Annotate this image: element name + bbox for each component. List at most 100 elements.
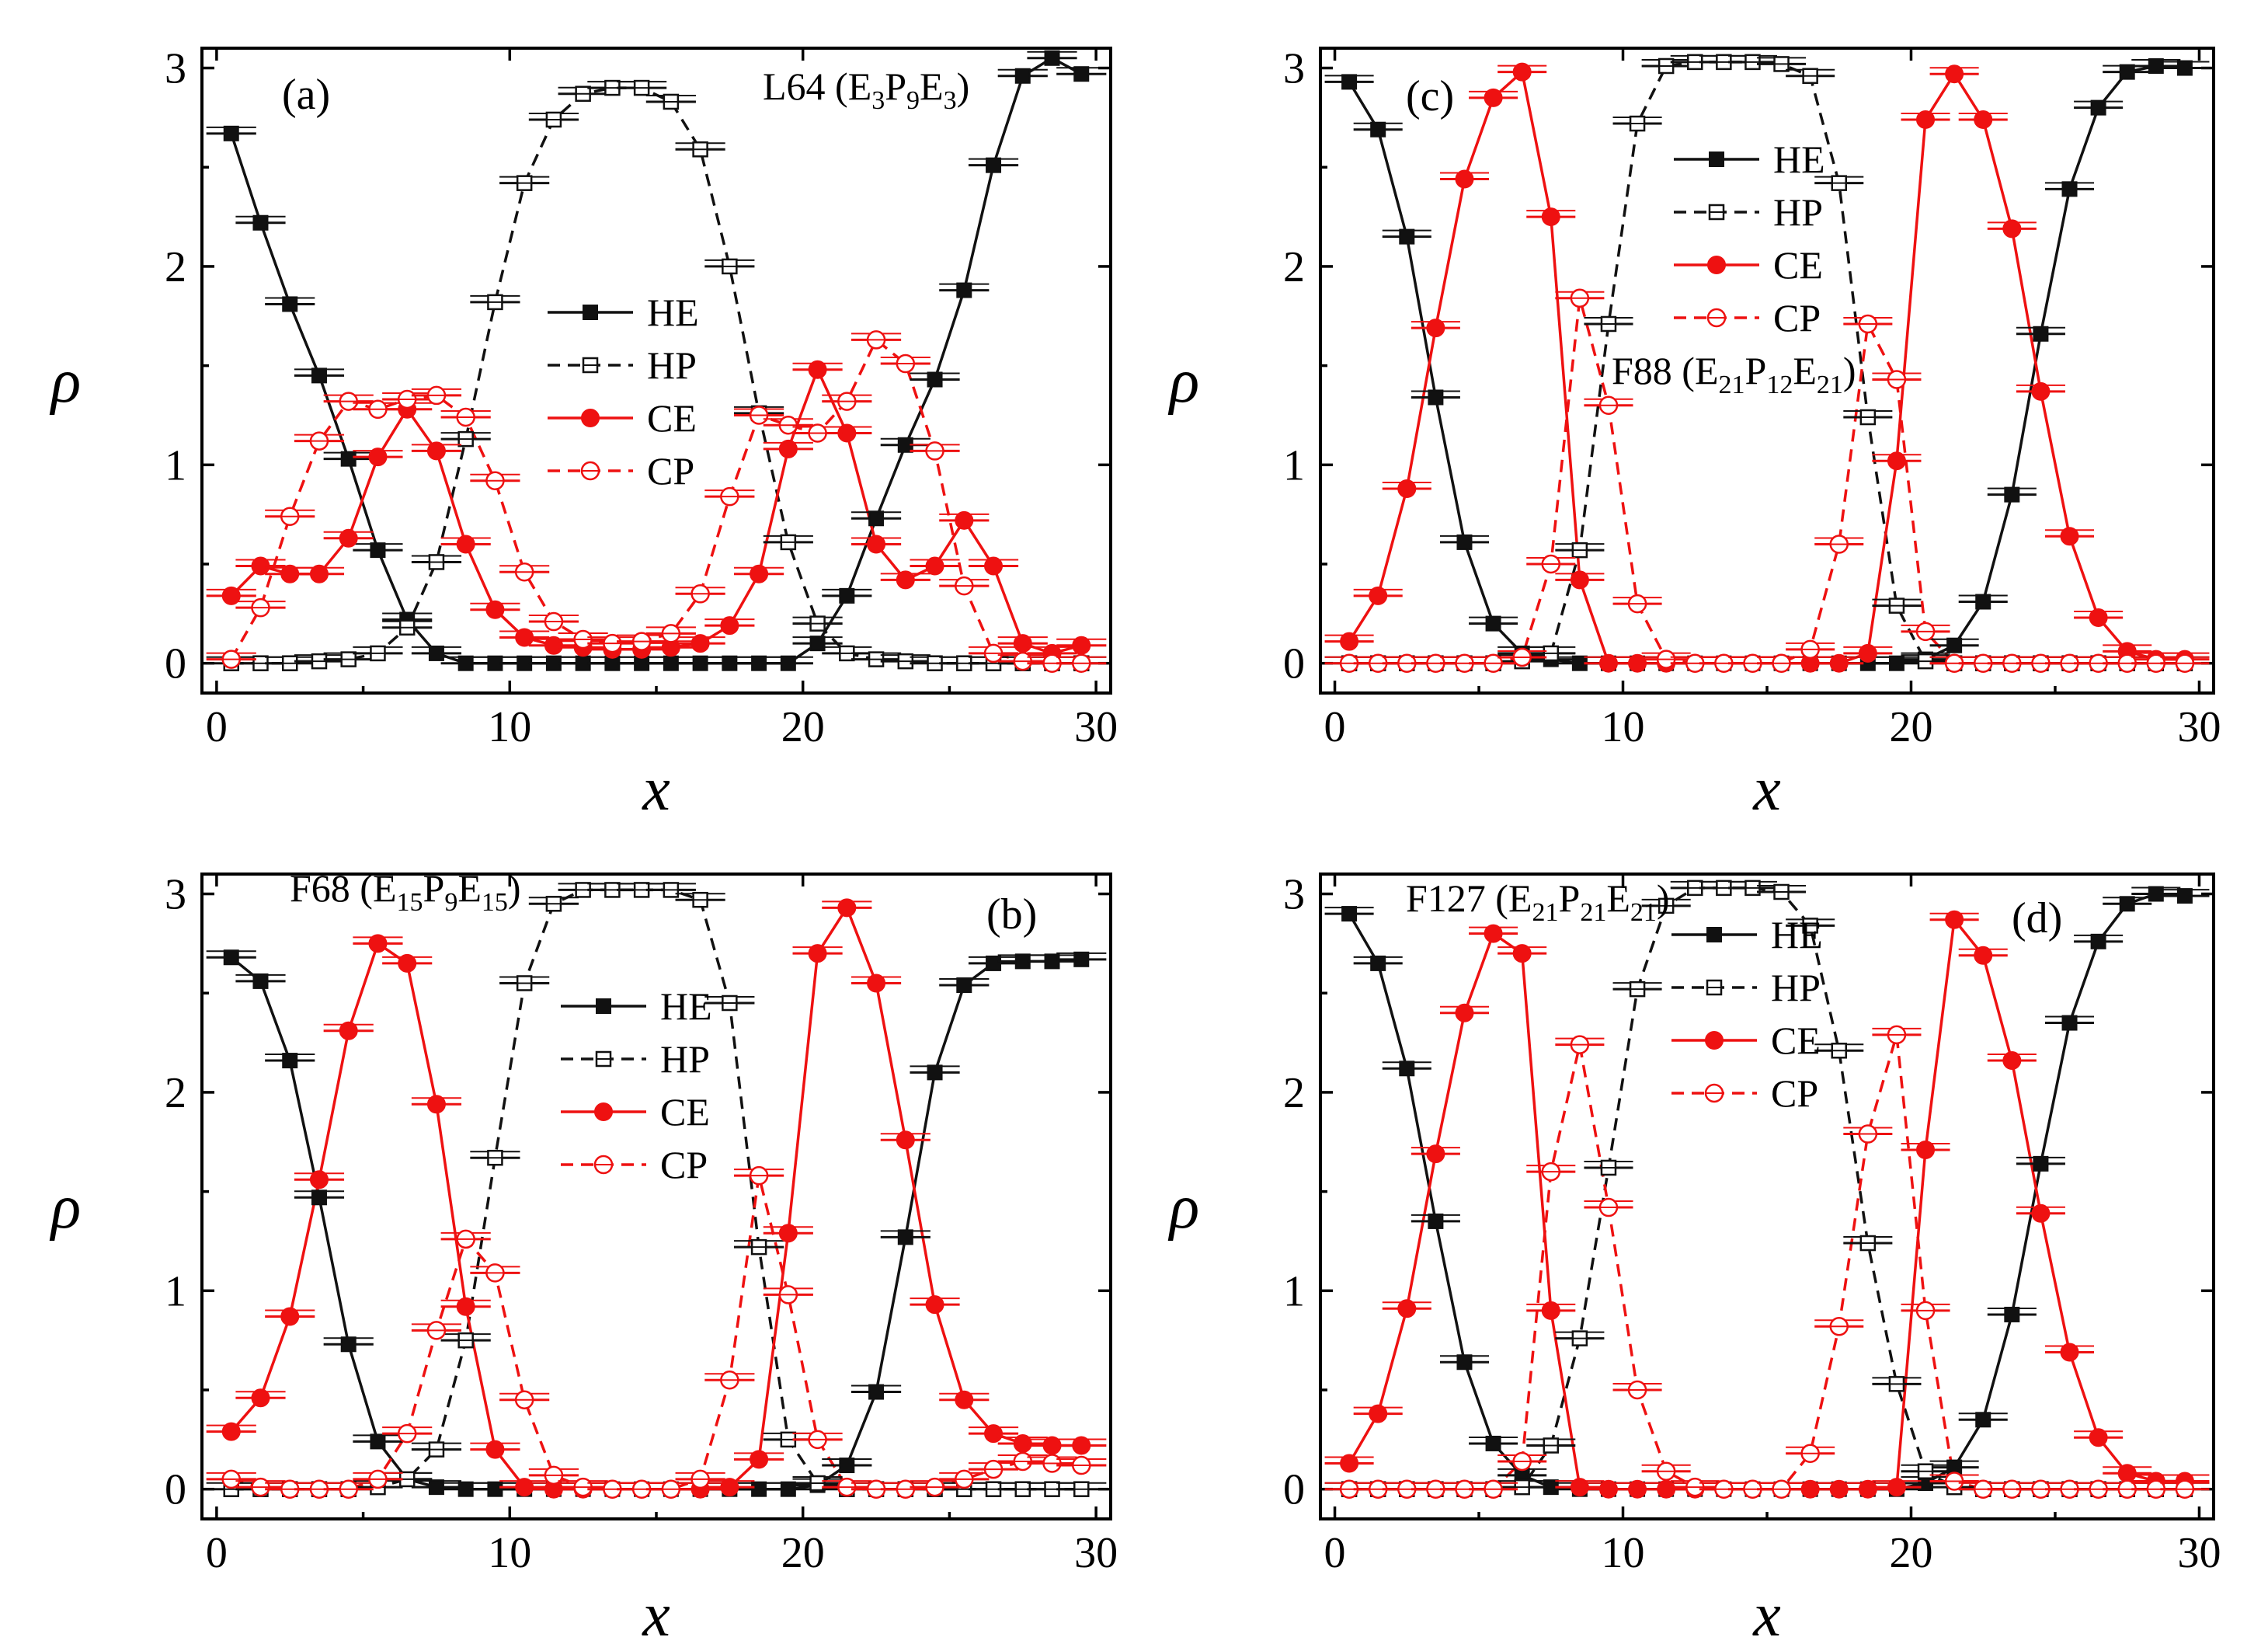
data-point [837,392,857,411]
data-point [2033,1155,2049,1172]
legend-label-ce: CE [647,396,697,440]
legend-marker-ce [594,1102,613,1121]
legend-label-he: HE [1771,913,1823,956]
data-point [516,175,533,191]
data-point [1456,534,1473,550]
data-point [837,1477,857,1497]
y-tick-label: 1 [1283,441,1305,489]
data-point [2061,181,2078,197]
polymer-annotation: L64 (E3P9E3) [763,64,969,115]
data-point [397,389,417,409]
x-tick-label: 0 [206,703,228,751]
x-axis-label: x [642,755,670,824]
legend: HE HP CE CP [1671,913,1823,1115]
data-point [925,441,944,461]
data-point [808,360,827,379]
data-point [661,624,681,643]
data-point [2148,886,2164,902]
polymer-annotation: F127 (E21P21E21) [1406,876,1670,927]
data-point [485,1263,505,1283]
data-point [545,111,562,128]
x-tick-label: 20 [1889,1529,1932,1577]
data-point [1915,1301,1936,1321]
data-point [516,975,533,991]
data-point [1455,169,1474,189]
data-point [809,636,826,652]
data-point [426,441,446,461]
data-point [692,891,708,908]
data-point [1541,554,1561,574]
data-point [368,399,388,420]
data-point [1917,1463,1934,1479]
x-tick-label: 10 [488,1529,531,1577]
data-point [2060,1343,2079,1362]
data-point [750,1238,767,1256]
data-point [1600,315,1617,333]
data-point [456,535,475,554]
data-point [2148,57,2164,74]
data-point [1397,1299,1417,1318]
data-point [340,651,357,667]
x-tick-label: 0 [1324,703,1346,751]
data-point [780,534,797,551]
data-point [1570,570,1589,590]
data-point [311,367,327,384]
data-point [485,600,505,619]
data-point [426,1095,446,1114]
series-points-he [1324,886,2210,1497]
data-point [515,628,534,647]
data-point [1773,56,1790,72]
y-tick-label: 2 [165,243,186,291]
data-point [1370,955,1386,971]
data-point [867,535,886,554]
x-tick-label: 20 [781,703,825,751]
data-point [544,636,563,655]
data-point [1802,918,1818,934]
data-point [1570,1035,1590,1054]
data-point [1829,653,1849,673]
panel-b: 0 10 20 30 0 1 2 3 x ρ HE HP CE CP (b) F68 (E15P9E15) [49,866,1118,1649]
x-axis-label: x [1752,755,1781,824]
data-point [1484,88,1503,107]
data-point [514,562,534,582]
data-point [778,439,798,458]
data-point [720,1370,739,1390]
series-points-hp [206,79,1107,671]
data-point [1570,1478,1589,1497]
x-tick-label: 0 [206,1529,228,1577]
data-point [2031,1203,2051,1223]
data-point [252,214,269,231]
data-point [426,385,447,406]
data-point [1014,68,1031,84]
data-point [545,896,562,912]
y-tick-label: 3 [1283,45,1305,93]
data-point [986,955,1002,971]
data-point [1484,653,1503,673]
data-point [1858,643,1877,663]
series-line-cp [230,337,1082,665]
plot-area [206,882,1107,1499]
data-point [575,85,591,102]
data-point [251,1388,270,1408]
data-point [339,1021,358,1040]
data-point [221,586,241,605]
y-tick-label: 0 [1283,640,1305,688]
data-point [1598,1197,1619,1217]
series-points-cp [1324,1025,2210,1499]
legend-marker-hp [1706,979,1723,996]
y-tick-label: 1 [1283,1267,1305,1315]
data-point [1485,1435,1501,1451]
data-point [1013,634,1032,653]
data-point [309,564,329,583]
x-tick-label: 20 [781,1529,825,1577]
data-point [311,1189,327,1206]
data-point [955,1390,974,1409]
data-point [1627,1380,1647,1400]
data-point [1399,228,1415,245]
data-point [690,584,710,604]
y-tick-label: 2 [1283,243,1305,291]
data-point [1013,1433,1032,1453]
series-points-cp [1324,288,2210,673]
y-tick-label: 1 [165,1267,186,1315]
data-point [2004,486,2020,503]
